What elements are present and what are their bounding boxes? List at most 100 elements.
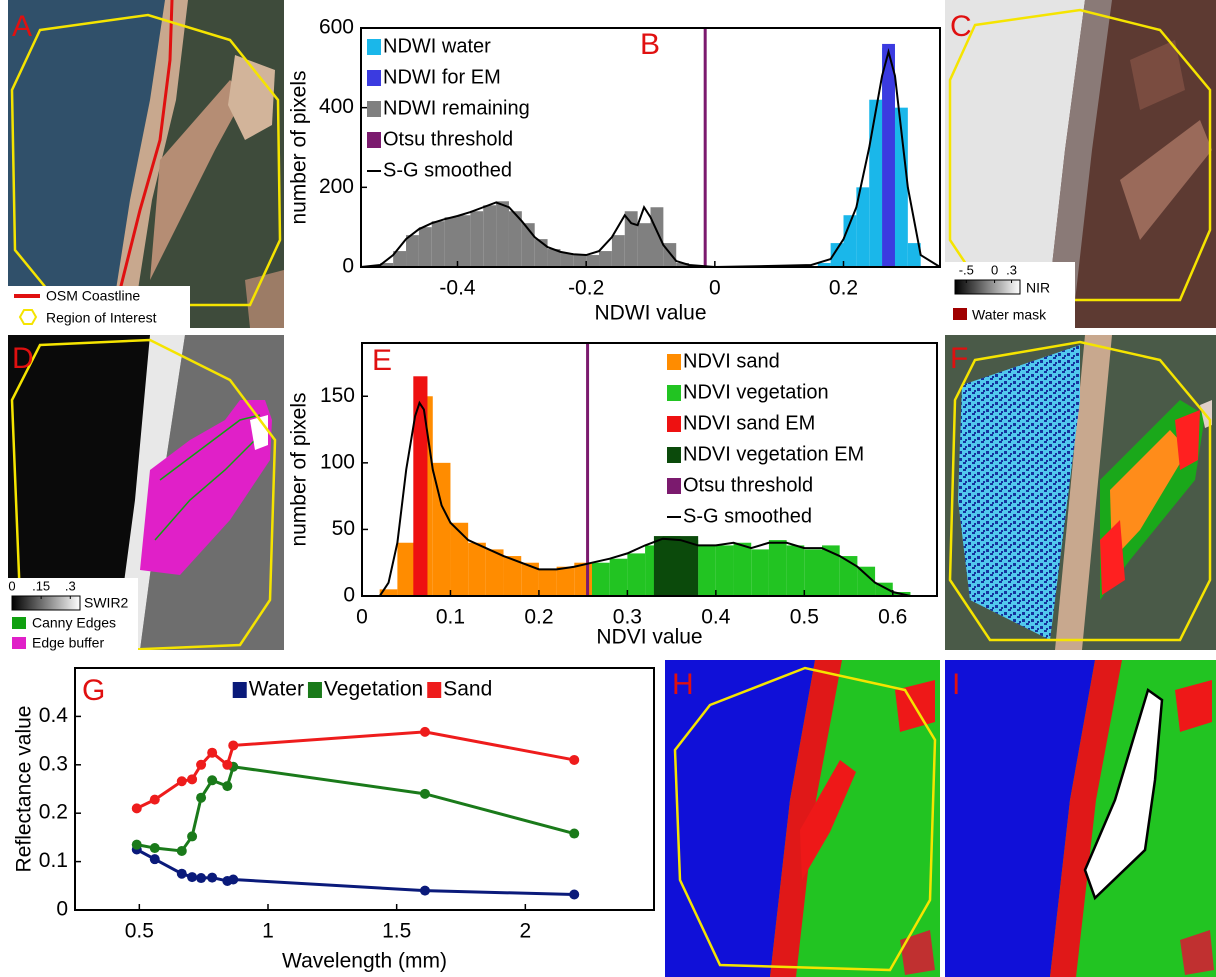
histogram-bar	[869, 99, 883, 267]
legend-label: Region of Interest	[46, 310, 157, 326]
legend-label: Water mask	[972, 307, 1047, 323]
legend-label: Edge buffer	[32, 635, 104, 651]
y-tick-label: 50	[332, 517, 355, 540]
x-tick-label: 2	[519, 920, 531, 943]
point	[131, 803, 142, 814]
plot-frame	[361, 342, 938, 597]
legend-label: NDVI sand	[683, 350, 780, 372]
point	[131, 839, 142, 850]
legend-swatch	[367, 70, 381, 86]
x-tick-label: 1	[262, 920, 274, 943]
legend-swatch	[367, 101, 381, 117]
y-tick-label: 400	[319, 95, 354, 118]
legend-label: NDWI for EM	[383, 66, 501, 88]
y-tick-label: 0	[343, 584, 355, 607]
y-axis-label: number of pixels	[288, 392, 311, 546]
histogram-bar	[733, 542, 752, 596]
histogram-bar	[650, 207, 664, 267]
plot-frame	[360, 27, 941, 268]
panel-d-image	[8, 335, 284, 650]
y-tick-label: 600	[319, 16, 354, 39]
histogram-bar	[843, 215, 857, 267]
histogram-bar	[393, 251, 407, 267]
colorbar-tick-label: -.5	[959, 262, 974, 277]
y-tick-label: 0	[342, 255, 354, 278]
histogram-bar	[653, 536, 699, 596]
histogram-bar	[406, 235, 419, 267]
point	[187, 872, 198, 883]
legend-label: Vegetation	[324, 678, 423, 701]
histogram-bar	[611, 235, 625, 267]
histogram-bar	[379, 589, 398, 596]
histogram-bar	[627, 553, 646, 596]
colorbar-tick-label: 0	[8, 578, 15, 593]
panel-f-image	[945, 335, 1216, 650]
x-tick-label: 1.5	[382, 920, 411, 943]
panel-label: A	[12, 10, 32, 43]
point	[569, 828, 580, 839]
line	[136, 765, 575, 853]
legend-label: S-G smoothed	[683, 505, 812, 527]
histogram-bar	[470, 211, 484, 267]
histogram-bar	[599, 251, 612, 267]
histogram-bar	[468, 542, 486, 596]
legend-swatch	[667, 416, 681, 432]
legend-label: Otsu threshold	[683, 474, 813, 496]
histogram-bar	[503, 556, 522, 596]
histogram-bar	[624, 211, 638, 267]
histogram-bar	[547, 249, 561, 267]
y-axis-label: Reflectance value	[13, 706, 36, 873]
legend-label: Water	[249, 678, 304, 701]
x-tick-label: 0.6	[878, 606, 907, 629]
histogram-bar	[907, 243, 921, 267]
legend-swatch	[667, 385, 681, 401]
histogram-bar	[894, 107, 908, 268]
histogram-bar	[496, 201, 509, 267]
histogram-bar	[556, 566, 575, 596]
legend-swatch	[232, 682, 247, 698]
panel-i-image	[945, 660, 1216, 977]
histogram-bar	[637, 223, 651, 267]
y-tick-label: 100	[320, 450, 355, 473]
panel-label: I	[952, 668, 960, 701]
panel-label: C	[950, 10, 972, 43]
line	[136, 730, 575, 810]
panel-label: B	[640, 28, 660, 61]
point	[176, 845, 187, 856]
y-tick-label: 0.2	[39, 801, 68, 824]
point	[419, 726, 430, 737]
legend-swatch	[367, 132, 381, 148]
plot-frame	[74, 667, 655, 911]
point	[569, 889, 580, 900]
panel-label: E	[372, 344, 392, 377]
legend-swatch	[667, 478, 681, 494]
y-tick-label: 0	[56, 898, 68, 921]
legend-label: S-G smoothed	[383, 159, 512, 181]
histogram-bar	[839, 556, 858, 596]
panel-label: H	[672, 668, 694, 701]
legend-label: Sand	[443, 678, 492, 701]
colorbar-label: SWIR2	[84, 595, 129, 611]
histogram-bar	[768, 540, 787, 596]
x-axis-label: NDWI value	[594, 302, 706, 325]
histogram-bar	[857, 566, 876, 596]
histogram-bar	[560, 253, 574, 267]
legend-swatch	[667, 354, 681, 370]
histogram-bar	[592, 562, 610, 596]
legend-label: Otsu threshold	[383, 128, 513, 150]
histogram-bar	[397, 542, 416, 596]
point	[187, 774, 198, 785]
legend-swatch	[427, 682, 442, 698]
histogram-bar	[534, 239, 548, 267]
histogram-bar	[817, 263, 831, 267]
point	[222, 781, 233, 792]
point	[228, 740, 239, 751]
point	[149, 843, 160, 854]
histogram-bar	[413, 376, 428, 596]
histogram-bar	[508, 211, 522, 267]
point	[222, 759, 233, 770]
point	[196, 759, 207, 770]
histogram-bar	[521, 562, 539, 596]
histogram-bar	[715, 545, 734, 596]
histogram-bar	[444, 217, 458, 267]
